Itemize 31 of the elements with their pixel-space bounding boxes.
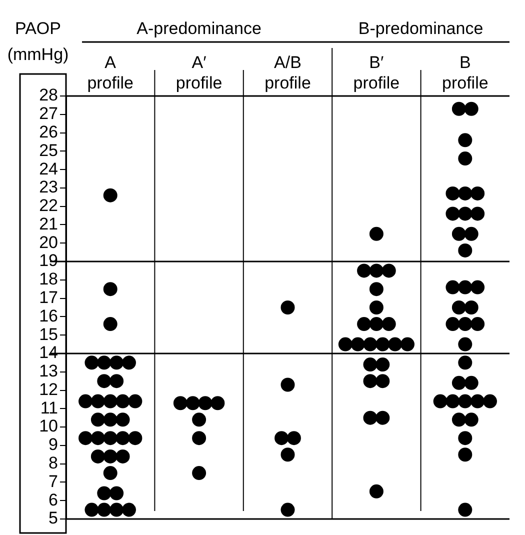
y-tick-label: 7	[48, 472, 58, 491]
x-tick-label: A profile	[87, 53, 134, 92]
y-tick-label: 21	[39, 214, 58, 234]
y-tick-label: 26	[39, 122, 58, 142]
y-tick-label: 12	[39, 380, 58, 399]
y-tick-label: 15	[39, 324, 58, 344]
y-axis-title: PAOP (mmHg)	[7, 19, 69, 64]
y-tick-label: 10	[39, 416, 58, 436]
y-tick-label: 24	[39, 159, 58, 178]
y-tick-label: 20	[39, 232, 58, 252]
y-tick-label: 27	[39, 104, 58, 124]
y-tick-label: 17	[39, 288, 58, 307]
text: B-predominance	[358, 19, 484, 38]
x-tick-label: B profile	[442, 53, 488, 92]
y-tick-label: 23	[39, 178, 58, 197]
y-tick-label: 6	[48, 490, 58, 510]
y-tick-label: 16	[39, 306, 58, 326]
y-tick-label: 25	[39, 140, 58, 160]
y-tick-label: 28	[39, 86, 58, 105]
x-tick-label: A/B profile	[264, 53, 311, 92]
y-tick-label: 5	[48, 508, 58, 528]
y-tick-label: 9	[48, 435, 58, 454]
text: A-predominance	[136, 19, 262, 38]
y-tick-label: 11	[40, 398, 58, 418]
y-tick-label: 8	[48, 454, 58, 473]
y-tick-label: 13	[39, 362, 58, 381]
x-tick-label: A′ profile	[176, 53, 222, 92]
y-tick-label: 18	[39, 270, 58, 289]
x-tick-label: B′ profile	[353, 53, 400, 92]
y-tick-label: 14	[39, 343, 58, 362]
y-tick-label: 22	[39, 196, 58, 216]
